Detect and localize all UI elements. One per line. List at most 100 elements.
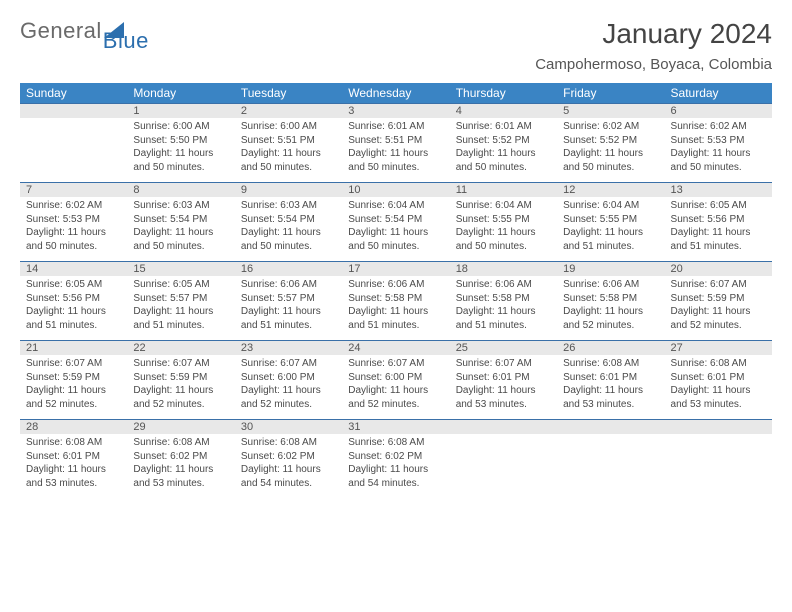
calendar-empty-cell — [665, 419, 772, 498]
day-body: Sunrise: 6:02 AMSunset: 5:53 PMDaylight:… — [20, 197, 127, 261]
day-number: 30 — [235, 419, 342, 434]
sunset-line: Sunset: 5:53 PM — [26, 213, 121, 227]
sunset-line: Sunset: 5:57 PM — [133, 292, 228, 306]
day-number: 17 — [342, 261, 449, 276]
day-body: Sunrise: 6:01 AMSunset: 5:52 PMDaylight:… — [450, 118, 557, 182]
day-body — [665, 434, 772, 492]
calendar-day-cell: 26Sunrise: 6:08 AMSunset: 6:01 PMDayligh… — [557, 340, 664, 419]
day-body: Sunrise: 6:06 AMSunset: 5:58 PMDaylight:… — [342, 276, 449, 340]
daylight-line: Daylight: 11 hours and 51 minutes. — [348, 305, 443, 332]
weekday-header: Saturday — [665, 83, 772, 103]
calendar-body: 1Sunrise: 6:00 AMSunset: 5:50 PMDaylight… — [20, 103, 772, 498]
sunset-line: Sunset: 5:58 PM — [563, 292, 658, 306]
daylight-line: Daylight: 11 hours and 53 minutes. — [563, 384, 658, 411]
day-body: Sunrise: 6:05 AMSunset: 5:57 PMDaylight:… — [127, 276, 234, 340]
sunrise-line: Sunrise: 6:07 AM — [241, 357, 336, 371]
daylight-line: Daylight: 11 hours and 50 minutes. — [133, 226, 228, 253]
day-body: Sunrise: 6:07 AMSunset: 5:59 PMDaylight:… — [127, 355, 234, 419]
sunset-line: Sunset: 5:59 PM — [133, 371, 228, 385]
day-body: Sunrise: 6:02 AMSunset: 5:52 PMDaylight:… — [557, 118, 664, 182]
day-body: Sunrise: 6:07 AMSunset: 5:59 PMDaylight:… — [665, 276, 772, 340]
weekday-header: Tuesday — [235, 83, 342, 103]
day-body: Sunrise: 6:07 AMSunset: 5:59 PMDaylight:… — [20, 355, 127, 419]
calendar-day-cell: 14Sunrise: 6:05 AMSunset: 5:56 PMDayligh… — [20, 261, 127, 340]
sunrise-line: Sunrise: 6:08 AM — [671, 357, 766, 371]
weekday-header: Thursday — [450, 83, 557, 103]
day-body: Sunrise: 6:08 AMSunset: 6:02 PMDaylight:… — [235, 434, 342, 498]
day-number: 20 — [665, 261, 772, 276]
sunset-line: Sunset: 5:51 PM — [348, 134, 443, 148]
calendar-day-cell: 20Sunrise: 6:07 AMSunset: 5:59 PMDayligh… — [665, 261, 772, 340]
day-number: 1 — [127, 103, 234, 118]
page-title: January 2024 — [535, 18, 772, 50]
day-body: Sunrise: 6:08 AMSunset: 6:02 PMDaylight:… — [127, 434, 234, 498]
day-number: 27 — [665, 340, 772, 355]
sunset-line: Sunset: 5:51 PM — [241, 134, 336, 148]
sunrise-line: Sunrise: 6:08 AM — [133, 436, 228, 450]
day-number: 10 — [342, 182, 449, 197]
day-number: 15 — [127, 261, 234, 276]
sunrise-line: Sunrise: 6:01 AM — [348, 120, 443, 134]
calendar-day-cell: 21Sunrise: 6:07 AMSunset: 5:59 PMDayligh… — [20, 340, 127, 419]
weekday-header: Monday — [127, 83, 234, 103]
day-body: Sunrise: 6:08 AMSunset: 6:01 PMDaylight:… — [557, 355, 664, 419]
day-number: 11 — [450, 182, 557, 197]
day-number — [665, 419, 772, 434]
sunset-line: Sunset: 6:00 PM — [348, 371, 443, 385]
calendar-day-cell: 23Sunrise: 6:07 AMSunset: 6:00 PMDayligh… — [235, 340, 342, 419]
day-body — [557, 434, 664, 492]
day-body: Sunrise: 6:04 AMSunset: 5:55 PMDaylight:… — [450, 197, 557, 261]
calendar-day-cell: 12Sunrise: 6:04 AMSunset: 5:55 PMDayligh… — [557, 182, 664, 261]
calendar-day-cell: 17Sunrise: 6:06 AMSunset: 5:58 PMDayligh… — [342, 261, 449, 340]
sunset-line: Sunset: 5:55 PM — [563, 213, 658, 227]
calendar-day-cell: 10Sunrise: 6:04 AMSunset: 5:54 PMDayligh… — [342, 182, 449, 261]
calendar-day-cell: 8Sunrise: 6:03 AMSunset: 5:54 PMDaylight… — [127, 182, 234, 261]
calendar-week-row: 21Sunrise: 6:07 AMSunset: 5:59 PMDayligh… — [20, 340, 772, 419]
calendar-day-cell: 18Sunrise: 6:06 AMSunset: 5:58 PMDayligh… — [450, 261, 557, 340]
calendar-day-cell: 25Sunrise: 6:07 AMSunset: 6:01 PMDayligh… — [450, 340, 557, 419]
calendar-day-cell: 28Sunrise: 6:08 AMSunset: 6:01 PMDayligh… — [20, 419, 127, 498]
day-number: 5 — [557, 103, 664, 118]
calendar-day-cell: 6Sunrise: 6:02 AMSunset: 5:53 PMDaylight… — [665, 103, 772, 182]
sunset-line: Sunset: 6:02 PM — [133, 450, 228, 464]
day-number: 16 — [235, 261, 342, 276]
daylight-line: Daylight: 11 hours and 52 minutes. — [133, 384, 228, 411]
sunrise-line: Sunrise: 6:02 AM — [671, 120, 766, 134]
sunrise-line: Sunrise: 6:05 AM — [26, 278, 121, 292]
daylight-line: Daylight: 11 hours and 54 minutes. — [348, 463, 443, 490]
daylight-line: Daylight: 11 hours and 52 minutes. — [348, 384, 443, 411]
daylight-line: Daylight: 11 hours and 52 minutes. — [26, 384, 121, 411]
day-number — [20, 103, 127, 118]
day-number: 7 — [20, 182, 127, 197]
daylight-line: Daylight: 11 hours and 52 minutes. — [563, 305, 658, 332]
sunrise-line: Sunrise: 6:03 AM — [241, 199, 336, 213]
calendar-empty-cell — [450, 419, 557, 498]
calendar-day-cell: 22Sunrise: 6:07 AMSunset: 5:59 PMDayligh… — [127, 340, 234, 419]
sunrise-line: Sunrise: 6:06 AM — [348, 278, 443, 292]
day-number: 6 — [665, 103, 772, 118]
daylight-line: Daylight: 11 hours and 53 minutes. — [26, 463, 121, 490]
day-body — [450, 434, 557, 492]
day-number: 9 — [235, 182, 342, 197]
daylight-line: Daylight: 11 hours and 50 minutes. — [26, 226, 121, 253]
day-number: 22 — [127, 340, 234, 355]
calendar-week-row: 28Sunrise: 6:08 AMSunset: 6:01 PMDayligh… — [20, 419, 772, 498]
day-number: 26 — [557, 340, 664, 355]
calendar-day-cell: 24Sunrise: 6:07 AMSunset: 6:00 PMDayligh… — [342, 340, 449, 419]
sunset-line: Sunset: 5:54 PM — [241, 213, 336, 227]
sunrise-line: Sunrise: 6:04 AM — [456, 199, 551, 213]
brand-word-1: General — [20, 18, 102, 44]
daylight-line: Daylight: 11 hours and 50 minutes. — [241, 147, 336, 174]
daylight-line: Daylight: 11 hours and 51 minutes. — [563, 226, 658, 253]
sunrise-line: Sunrise: 6:02 AM — [563, 120, 658, 134]
day-number: 13 — [665, 182, 772, 197]
day-body: Sunrise: 6:06 AMSunset: 5:58 PMDaylight:… — [557, 276, 664, 340]
day-body: Sunrise: 6:00 AMSunset: 5:51 PMDaylight:… — [235, 118, 342, 182]
sunrise-line: Sunrise: 6:04 AM — [563, 199, 658, 213]
sunset-line: Sunset: 5:52 PM — [456, 134, 551, 148]
day-body: Sunrise: 6:05 AMSunset: 5:56 PMDaylight:… — [20, 276, 127, 340]
day-number: 8 — [127, 182, 234, 197]
day-number — [557, 419, 664, 434]
calendar-week-row: 1Sunrise: 6:00 AMSunset: 5:50 PMDaylight… — [20, 103, 772, 182]
day-number: 2 — [235, 103, 342, 118]
